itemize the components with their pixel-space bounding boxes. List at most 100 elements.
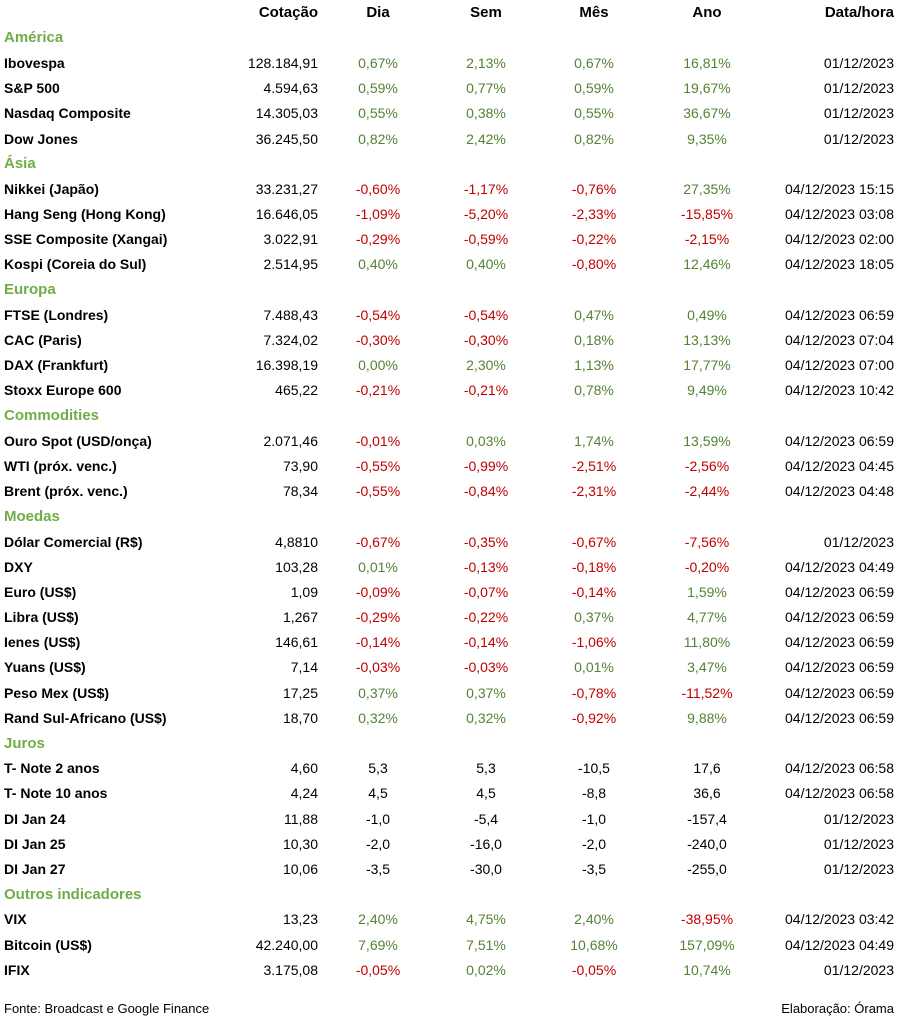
cell-sem: -0,14% — [463, 634, 509, 651]
section-title: Juros — [4, 734, 45, 752]
table-row: Kospi (Coreia do Sul) 2.514,95 0,40% 0,40% -… — [0, 252, 899, 277]
cell-dia: -1,0 — [365, 810, 391, 827]
table-row: Peso Mex (US$) 17,25 0,37% 0,37% -0,78% -11,5… — [0, 680, 899, 705]
cell-cotacao: 7,14 — [290, 659, 318, 676]
cell-ano: -2,15% — [684, 231, 730, 248]
cell-name: Nasdaq Composite — [4, 105, 131, 122]
cell-cotacao: 4.594,63 — [263, 80, 319, 97]
cell-mes: 2,40% — [574, 911, 614, 928]
cell-sem: -0,13% — [463, 558, 509, 575]
cell-datahora: 04/12/2023 06:58 — [785, 785, 894, 802]
cell-sem: 2,30% — [466, 357, 506, 374]
cell-datahora: 01/12/2023 — [823, 835, 894, 852]
cell-mes: 0,67% — [574, 54, 614, 71]
cell-datahora: 04/12/2023 06:58 — [785, 760, 894, 777]
cell-mes: 0,59% — [574, 80, 614, 97]
cell-dia: 2,40% — [358, 911, 398, 928]
cell-mes: 0,78% — [574, 382, 614, 399]
cell-dia: -2,0 — [365, 835, 391, 852]
cell-sem: -0,22% — [463, 609, 509, 626]
cell-cotacao: 146,61 — [275, 634, 318, 651]
cell-name: Dólar Comercial (R$) — [4, 533, 143, 550]
cell-sem: 4,75% — [466, 911, 506, 928]
cell-sem: 0,77% — [466, 80, 506, 97]
cell-mes: 0,47% — [574, 306, 614, 323]
cell-mes: -1,0 — [581, 810, 607, 827]
cell-dia: 0,67% — [358, 54, 398, 71]
cell-cotacao: 42.240,00 — [255, 936, 318, 953]
cell-ano: 12,46% — [683, 256, 731, 273]
cell-sem: 0,38% — [466, 105, 506, 122]
cell-datahora: 01/12/2023 — [823, 961, 894, 978]
cell-sem: -0,07% — [463, 583, 509, 600]
cell-cotacao: 465,22 — [275, 382, 318, 399]
cell-ano: 9,35% — [687, 130, 727, 147]
table-body: América Ibovespa 128.184,91 0,67% 2,13% 0,67%… — [0, 25, 899, 982]
table-row: DI Jan 24 11,88 -1,0 -5,4 -1,0 -157,4 01/12/20… — [0, 806, 899, 831]
section-row: América — [0, 25, 899, 50]
cell-datahora: 04/12/2023 04:49 — [785, 558, 894, 575]
section-title: América — [4, 29, 64, 47]
cell-dia: -0,55% — [355, 457, 401, 474]
cell-dia: -0,29% — [355, 231, 401, 248]
cell-dia: -0,09% — [355, 583, 401, 600]
cell-sem: -1,17% — [463, 180, 509, 197]
cell-ano: -15,85% — [680, 206, 734, 223]
cell-dia: -0,03% — [355, 659, 401, 676]
table-row: Brent (próx. venc.) 78,34 -0,55% -0,84% -2,3… — [0, 479, 899, 504]
cell-cotacao: 36.245,50 — [255, 130, 318, 147]
cell-ano: 13,13% — [683, 332, 731, 349]
cell-cotacao: 1,09 — [290, 583, 318, 600]
cell-ano: -38,95% — [680, 911, 734, 928]
cell-sem: 5,3 — [476, 760, 496, 777]
cell-cotacao: 73,90 — [282, 457, 318, 474]
cell-datahora: 01/12/2023 — [823, 105, 894, 122]
cell-datahora: 04/12/2023 06:59 — [785, 709, 894, 726]
cell-cotacao: 78,34 — [282, 483, 318, 500]
table-row: Rand Sul-Africano (US$) 18,70 0,32% 0,32% -0… — [0, 705, 899, 730]
cell-sem: -0,84% — [463, 483, 509, 500]
cell-ano: -255,0 — [687, 860, 727, 877]
cell-dia: -0,14% — [355, 634, 401, 651]
cell-cotacao: 3.022,91 — [263, 231, 319, 248]
cell-sem: -5,4 — [473, 810, 499, 827]
cell-datahora: 04/12/2023 06:59 — [785, 684, 894, 701]
cell-sem: -0,35% — [463, 533, 509, 550]
cell-sem: 2,42% — [466, 130, 506, 147]
cell-datahora: 01/12/2023 — [823, 810, 894, 827]
cell-cotacao: 4,8810 — [275, 533, 318, 550]
cell-ano: 16,81% — [683, 54, 731, 71]
header-row: Cotação Dia Sem Mês Ano Data/hora — [0, 0, 899, 25]
table-row: IFIX 3.175,08 -0,05% 0,02% -0,05% 10,74% 01/12… — [0, 957, 899, 982]
table-row: DI Jan 27 10,06 -3,5 -30,0 -3,5 -255,0 01/12/2… — [0, 856, 899, 881]
cell-name: Yuans (US$) — [4, 659, 86, 676]
cell-sem: -30,0 — [470, 860, 502, 877]
cell-ano: 17,77% — [683, 357, 731, 374]
cell-sem: -0,30% — [463, 332, 509, 349]
header-dia: Dia — [366, 4, 390, 22]
cell-name: Dow Jones — [4, 130, 78, 147]
cell-datahora: 04/12/2023 15:15 — [785, 180, 894, 197]
cell-cotacao: 1,267 — [282, 609, 318, 626]
cell-datahora: 04/12/2023 04:48 — [785, 483, 894, 500]
cell-name: Peso Mex (US$) — [4, 684, 110, 701]
cell-mes: -2,33% — [571, 206, 617, 223]
cell-mes: -0,22% — [571, 231, 617, 248]
table-row: Ouro Spot (USD/onça) 2.071,46 -0,01% 0,03% 1… — [0, 428, 899, 453]
section-title: Moedas — [4, 507, 60, 525]
section-title: Ásia — [4, 155, 36, 173]
cell-dia: -0,67% — [355, 533, 401, 550]
cell-mes: -0,80% — [571, 256, 617, 273]
cell-name: Bitcoin (US$) — [4, 936, 92, 953]
cell-datahora: 04/12/2023 10:42 — [785, 382, 894, 399]
cell-sem: 7,51% — [466, 936, 506, 953]
table-row: Nikkei (Japão) 33.231,27 -0,60% -1,17% -0,76… — [0, 176, 899, 201]
cell-ano: -2,44% — [684, 483, 730, 500]
cell-sem: -16,0 — [470, 835, 502, 852]
cell-datahora: 04/12/2023 03:42 — [785, 911, 894, 928]
cell-ano: 1,59% — [687, 583, 727, 600]
cell-cotacao: 4,60 — [290, 760, 318, 777]
section-row: Commodities — [0, 403, 899, 428]
cell-datahora: 01/12/2023 — [823, 130, 894, 147]
cell-name: CAC (Paris) — [4, 332, 82, 349]
